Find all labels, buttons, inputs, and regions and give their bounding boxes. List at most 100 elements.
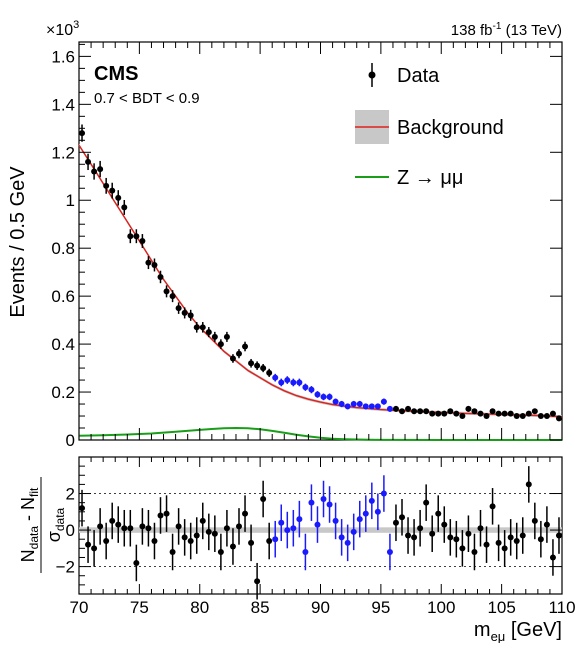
pull-point [103,538,110,545]
pull-point [513,538,520,545]
pull-x-axis: 70 75 80 85 90 95 100 105 110 [70,457,576,617]
data-point [115,194,122,201]
pull-point [399,514,406,521]
data-point [91,168,98,175]
data-point [145,259,152,266]
data-point [320,393,327,400]
x-tick-label: 85 [251,598,270,617]
pull-point [411,534,418,541]
pull-y-tick-label: 2 [66,485,75,504]
data-point [386,405,393,412]
data-point [531,408,538,415]
pull-point [139,523,146,530]
data-point [133,233,140,240]
pull-point [417,525,424,532]
data-point [85,158,92,165]
pull-y-axis: −2 0 2 [56,465,562,586]
pull-point [350,528,357,535]
y-tick-label: 0.2 [51,383,75,402]
pull-point [447,534,454,541]
data-point [429,410,436,417]
data-point [459,413,466,420]
data-point [471,408,478,415]
y-tick-label: 1.6 [51,47,75,66]
pull-point [405,532,412,539]
data-point [217,341,224,348]
data-point [326,393,333,400]
pull-point [205,528,212,535]
data-point [411,408,418,415]
data-point [447,408,454,415]
data-point [254,362,261,369]
data-point [332,398,339,405]
data-point [242,343,249,350]
background-uncertainty-band [79,143,562,419]
data-point [380,398,387,405]
pull-point [459,545,466,552]
pull-point [423,499,430,506]
pull-point [229,543,236,550]
data-point [223,333,230,340]
pull-point [441,521,448,528]
data-point [272,374,279,381]
data-point [501,410,508,417]
pull-point [211,530,218,537]
x-tick-label: 110 [548,598,575,617]
data-point [205,329,212,336]
pull-point [272,536,279,543]
pull-point [193,532,200,539]
y-tick-label: 0.4 [51,335,75,354]
data-point [169,293,176,300]
pull-point [109,517,116,524]
pull-point [531,517,538,524]
data-point [477,410,484,417]
data-point [374,403,381,410]
pull-point [507,534,514,541]
pull-point [429,530,436,537]
pull-point [115,521,122,528]
pull-point [260,496,267,503]
data-point [187,312,194,319]
data-point [417,408,424,415]
data-point [537,413,544,420]
data-point [163,288,170,295]
data-point [109,187,116,194]
pull-point [465,530,472,537]
data-point [127,233,134,240]
y-tick-label: 1 [66,191,75,210]
data-point [399,408,406,415]
x-tick-label: 75 [130,598,149,617]
data-point [350,401,357,408]
pull-point [495,539,502,546]
data-point [362,403,369,410]
pull-point [163,510,170,517]
pull-plot-area [79,466,562,600]
multiplier-label: ×103 [46,19,79,39]
pull-point [543,521,550,528]
data-point [314,391,321,398]
pull-point [266,538,273,545]
lumi-label: 138 fb-1 (13 TeV) [451,21,562,39]
pull-point [483,541,490,548]
pull-y-tick-label: −2 [56,558,75,577]
pull-point [127,525,134,532]
data-point [356,401,363,408]
pull-point [97,523,104,530]
pull-point [133,559,140,566]
y-tick-label: 0 [66,431,75,450]
data-point [151,261,158,268]
pull-zero-band [79,527,562,533]
data-point [368,403,375,410]
pull-point [326,501,333,508]
pull-point [332,517,339,524]
pull-point [169,548,176,555]
pull-point [278,519,285,526]
pull-point [79,505,86,512]
data-point [423,408,430,415]
data-point [483,413,490,420]
main-y-axis: 0 0.2 0.4 0.6 0.8 1 1.2 1.4 1.6 [51,43,562,450]
pull-point [453,536,460,543]
pull-point [362,510,369,517]
pull-point [242,510,249,517]
